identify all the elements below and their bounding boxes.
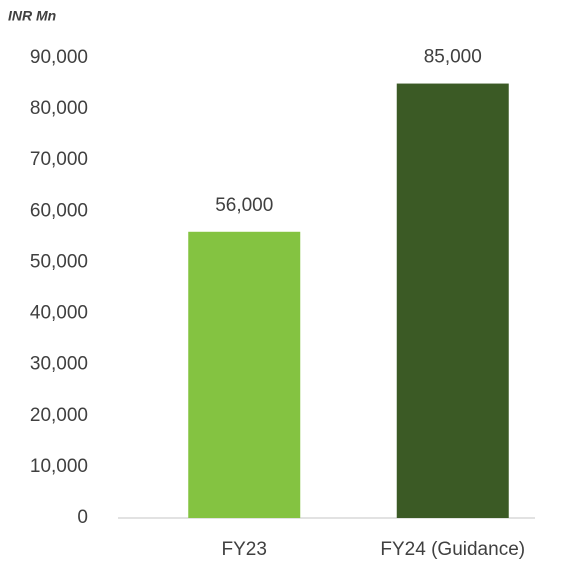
bar — [396, 83, 509, 519]
y-tick-label: 40,000 — [30, 303, 88, 324]
y-tick-label: 50,000 — [30, 251, 88, 272]
y-axis-label: INR Mn — [8, 8, 56, 24]
y-tick-label: 10,000 — [30, 456, 88, 477]
y-tick-label: 70,000 — [30, 149, 88, 170]
x-tick-label: FY24 (Guidance) — [380, 539, 525, 560]
y-tick-label: 90,000 — [30, 47, 88, 68]
y-tick-label: 30,000 — [30, 354, 88, 375]
y-tick-label: 20,000 — [30, 405, 88, 426]
data-label: 56,000 — [215, 195, 273, 216]
bar — [188, 231, 301, 518]
y-tick-label: 60,000 — [30, 200, 88, 221]
x-tick-label: FY23 — [222, 539, 267, 560]
y-tick-label: 80,000 — [30, 98, 88, 119]
y-tick-label: 0 — [77, 507, 88, 528]
data-label: 85,000 — [424, 47, 482, 68]
